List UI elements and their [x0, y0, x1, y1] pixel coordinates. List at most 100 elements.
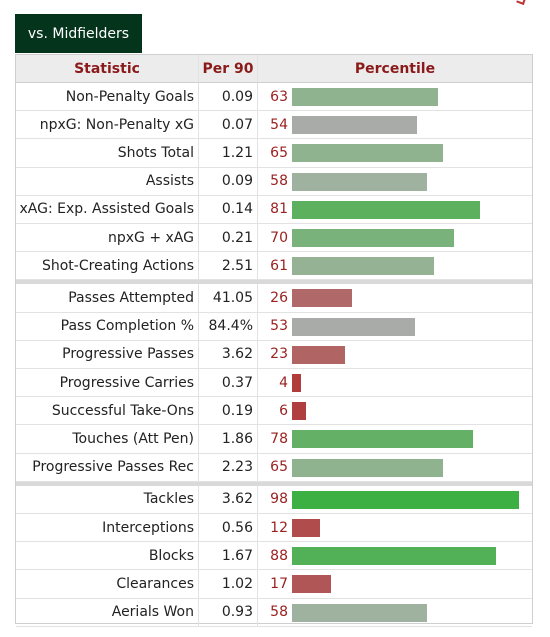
- percentile-bar: [292, 200, 480, 219]
- per90-value: 0.56: [199, 514, 258, 542]
- stat-name: xAG: Exp. Assisted Goals: [16, 195, 199, 223]
- percentile-bar: [292, 458, 443, 477]
- percentile-value: 26: [270, 289, 288, 306]
- percentile-value: 58: [270, 173, 288, 190]
- table-row: Non-Penalty Goals 0.09 63: [16, 83, 532, 112]
- per90-value: 0.37: [199, 369, 258, 397]
- stat-name: Tackles: [16, 485, 199, 513]
- table-row: Interceptions 0.56 12: [16, 514, 532, 543]
- percentile-value: 54: [270, 116, 288, 133]
- percentile-value: 17: [270, 575, 288, 592]
- percentile-value: 65: [270, 144, 288, 161]
- percentile-value: 12: [270, 519, 288, 536]
- percentile-value: 70: [270, 229, 288, 246]
- percentile-value: 81: [270, 201, 288, 218]
- percentile-bar: [292, 229, 454, 247]
- stat-name: Shot-Creating Actions: [16, 252, 199, 280]
- header-per90[interactable]: Per 90: [199, 55, 258, 82]
- per90-value: 3.62: [199, 485, 258, 513]
- per90-value: 0.09: [199, 83, 258, 111]
- stat-name: Progressive Passes: [16, 340, 199, 368]
- per90-value: 0.19: [199, 397, 258, 425]
- stat-name: Progressive Passes Rec: [16, 453, 199, 481]
- table-row: Progressive Carries 0.37 4: [16, 369, 532, 398]
- stat-name: Progressive Carries: [16, 369, 199, 397]
- per90-value: 0.14: [199, 195, 258, 223]
- percentile-bar: [292, 430, 473, 449]
- percentile-bar: [292, 402, 306, 421]
- group-separator: [16, 280, 532, 285]
- header-percentile[interactable]: Percentile: [354, 60, 436, 77]
- table-row: Blocks 1.67 88: [16, 542, 532, 571]
- percentile-bar: [292, 345, 345, 364]
- table-row: Successful Take-Ons 0.19 6: [16, 397, 532, 426]
- percentile-value: 58: [270, 604, 288, 621]
- stat-name: Touches (Att Pen): [16, 425, 199, 453]
- percentile-value: 53: [270, 318, 288, 335]
- percentile-value: 6: [279, 402, 288, 419]
- percentile-bar: [292, 317, 415, 336]
- percentile-value: 23: [270, 346, 288, 363]
- per90-value: 0.09: [199, 167, 258, 195]
- percentile-bar: [292, 172, 427, 191]
- percentile-value: 61: [270, 257, 288, 274]
- table-row: Shots Total 1.21 65: [16, 139, 532, 168]
- per90-value: 0.07: [199, 111, 258, 139]
- per90-value: 1.21: [199, 139, 258, 167]
- percentile-value: 63: [270, 88, 288, 105]
- table-row: Tackles 3.62 98: [16, 485, 532, 514]
- percentile-value: 78: [270, 430, 288, 447]
- table-header: Statistic Per 90 Percentile: [16, 55, 532, 83]
- percentile-bar: [292, 603, 427, 622]
- per90-value: 84.4%: [199, 312, 258, 340]
- per90-value: 0.21: [199, 224, 258, 252]
- table-row: Pass Completion % 84.4% 53: [16, 312, 532, 341]
- table-row: Clearances 1.02 17: [16, 570, 532, 599]
- per90-value: 0.93: [199, 598, 258, 626]
- stat-name: Blocks: [16, 542, 199, 570]
- table-row: xAG: Exp. Assisted Goals 0.14 81: [16, 195, 532, 224]
- percentile-value: 98: [270, 491, 288, 508]
- per90-value: 1.67: [199, 542, 258, 570]
- stat-name: Interceptions: [16, 514, 199, 542]
- percentile-bar: [292, 257, 434, 276]
- percentile-bar: [292, 547, 496, 566]
- table-row: Touches (Att Pen) 1.86 78: [16, 425, 532, 454]
- stat-name: npxG + xAG: [16, 224, 199, 252]
- percentile-value: 4: [279, 374, 288, 391]
- table-row: Passes Attempted 41.05 26: [16, 284, 532, 313]
- percentile-table: Statistic Per 90 Percentile Non-Penalty …: [15, 54, 533, 627]
- per90-value: 41.05: [199, 284, 258, 312]
- percentile-bar: [292, 519, 320, 537]
- per90-value: 3.62: [199, 340, 258, 368]
- stat-name: npxG: Non-Penalty xG: [16, 111, 199, 139]
- header-statistic[interactable]: Statistic: [16, 55, 199, 82]
- group-separator: [16, 481, 532, 486]
- percentile-value: 65: [270, 459, 288, 476]
- percentile-bar: [292, 116, 417, 135]
- table-row: npxG + xAG 0.21 70: [16, 224, 532, 253]
- table-row: Progressive Passes Rec 2.23 65: [16, 453, 532, 482]
- percentile-bar: [292, 374, 301, 392]
- table-row: Aerials Won 0.93 58: [16, 598, 532, 627]
- stat-name: Clearances: [16, 570, 199, 598]
- percentile-value: 88: [270, 547, 288, 564]
- percentile-bar: [292, 575, 331, 594]
- percentile-bar: [292, 490, 519, 509]
- table-row: Shot-Creating Actions 2.51 61: [16, 252, 532, 281]
- percentile-bar: [292, 144, 443, 163]
- stat-name: Non-Penalty Goals: [16, 83, 199, 111]
- percentile-bar: [292, 88, 438, 106]
- stat-name: Pass Completion %: [16, 312, 199, 340]
- per90-value: 2.23: [199, 453, 258, 481]
- tab-vs-midfielders[interactable]: vs. Midfielders: [15, 14, 142, 53]
- corner-mark-icon: [516, 0, 528, 6]
- per90-value: 1.86: [199, 425, 258, 453]
- stat-name: Successful Take-Ons: [16, 397, 199, 425]
- per90-value: 1.02: [199, 570, 258, 598]
- stat-name: Aerials Won: [16, 598, 199, 626]
- stat-name: Assists: [16, 167, 199, 195]
- table-row: npxG: Non-Penalty xG 0.07 54: [16, 111, 532, 140]
- per90-value: 2.51: [199, 252, 258, 280]
- percentile-bar: [292, 289, 352, 308]
